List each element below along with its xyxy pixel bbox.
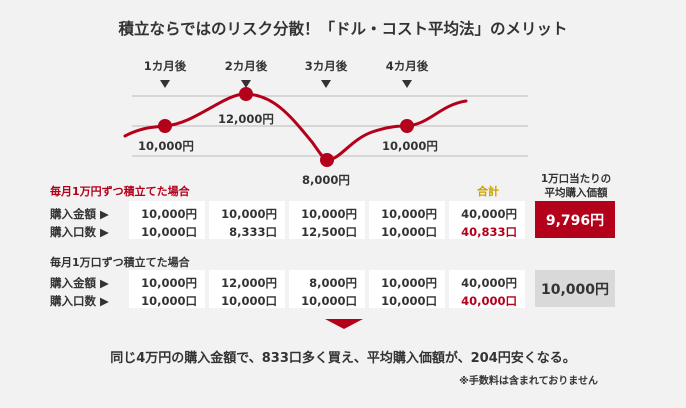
- s1-cell-month3: 10,000円 12,500口: [289, 201, 365, 239]
- down-triangle-icon: [402, 80, 412, 88]
- avg-price-heading: 1万口当たりの 平均購入価額: [531, 172, 621, 200]
- s1-units-3: 12,500口: [301, 225, 357, 239]
- month-label-2: 2カ月後: [224, 59, 268, 73]
- s2-units-3: 10,000口: [301, 294, 357, 308]
- page-title: 積立ならではのリスク分散！「ドル・コスト平均法」のメリット: [118, 20, 568, 38]
- avg-heading-line1: 1万口当たりの: [540, 173, 612, 185]
- month-marker-3: 3カ月後: [291, 58, 361, 88]
- price-label-2: 12,000円: [218, 112, 274, 126]
- month-label-1: 1カ月後: [143, 59, 187, 73]
- s2-amount-3: 8,000円: [309, 276, 357, 290]
- price-label-4: 10,000円: [382, 139, 438, 153]
- month-label-3: 3カ月後: [304, 59, 348, 73]
- down-triangle-icon: [241, 80, 251, 88]
- s2-amount-1: 10,000円: [141, 276, 197, 290]
- month-marker-2: 2カ月後: [211, 58, 281, 88]
- s1-units-total: 40,833口: [461, 225, 517, 239]
- s1-avg-price-box: 9,796円: [535, 201, 615, 238]
- s1-cell-total: 40,000円 40,833口: [449, 201, 525, 239]
- s1-units-4: 10,000口: [381, 225, 437, 239]
- s2-cell-month1: 10,000円 10,000口: [129, 270, 205, 308]
- price-point-3: [320, 153, 334, 167]
- s1-cell-month4: 10,000円 10,000口: [369, 201, 445, 239]
- s2-units-total: 40,000口: [461, 294, 517, 308]
- s1-units-1: 10,000口: [141, 225, 197, 239]
- price-point-4: [400, 119, 414, 133]
- s2-amount-row-label: 購入金額 ▶: [50, 276, 109, 290]
- s1-amount-2: 10,000円: [221, 207, 277, 221]
- down-triangle-icon: [321, 80, 331, 88]
- fee-note: ※手数料は含まれておりません: [459, 376, 598, 387]
- s2-cell-month4: 10,000円 10,000口: [369, 270, 445, 308]
- price-point-1: [158, 119, 172, 133]
- s1-cell-month2: 10,000円 8,333口: [209, 201, 285, 239]
- s2-units-2: 10,000口: [221, 294, 277, 308]
- month-marker-1: 1カ月後: [130, 58, 200, 88]
- s2-cell-month3: 8,000円 10,000口: [289, 270, 365, 308]
- s1-amount-4: 10,000円: [381, 207, 437, 221]
- price-point-2: [239, 87, 253, 101]
- price-label-3: 8,000円: [302, 173, 350, 187]
- summary-text: 同じ4万円の購入金額で、833口多く買え、平均購入価額が、204円安くなる。: [110, 351, 576, 366]
- s1-amount-row-label: 購入金額 ▶: [50, 207, 109, 221]
- s2-units-4: 10,000口: [381, 294, 437, 308]
- s2-cell-total: 40,000円 40,000口: [449, 270, 525, 308]
- s1-cell-month1: 10,000円 10,000口: [129, 201, 205, 239]
- s1-units-row-label: 購入口数 ▶: [50, 225, 109, 239]
- s2-units-1: 10,000口: [141, 294, 197, 308]
- s1-amount-total: 40,000円: [461, 207, 517, 221]
- s2-amount-4: 10,000円: [381, 276, 437, 290]
- s2-amount-2: 12,000円: [221, 276, 277, 290]
- section2-heading: 毎月1万口ずつ積立てた場合: [50, 256, 190, 269]
- s1-units-2: 8,333口: [229, 225, 277, 239]
- down-triangle-icon: [160, 80, 170, 88]
- month-marker-4: 4カ月後: [372, 58, 442, 88]
- s2-units-row-label: 購入口数 ▶: [50, 294, 109, 308]
- price-label-1: 10,000円: [138, 139, 194, 153]
- s2-cell-month2: 12,000円 10,000口: [209, 270, 285, 308]
- section1-heading: 毎月1万円ずつ積立てた場合: [50, 185, 190, 198]
- total-heading: 合計: [477, 185, 499, 198]
- avg-heading-line2: 平均購入価額: [544, 187, 608, 199]
- down-arrow-icon: [325, 319, 363, 329]
- s2-amount-total: 40,000円: [461, 276, 517, 290]
- s1-amount-3: 10,000円: [301, 207, 357, 221]
- s2-avg-price-box: 10,000円: [535, 270, 615, 307]
- month-label-4: 4カ月後: [385, 59, 429, 73]
- s1-amount-1: 10,000円: [141, 207, 197, 221]
